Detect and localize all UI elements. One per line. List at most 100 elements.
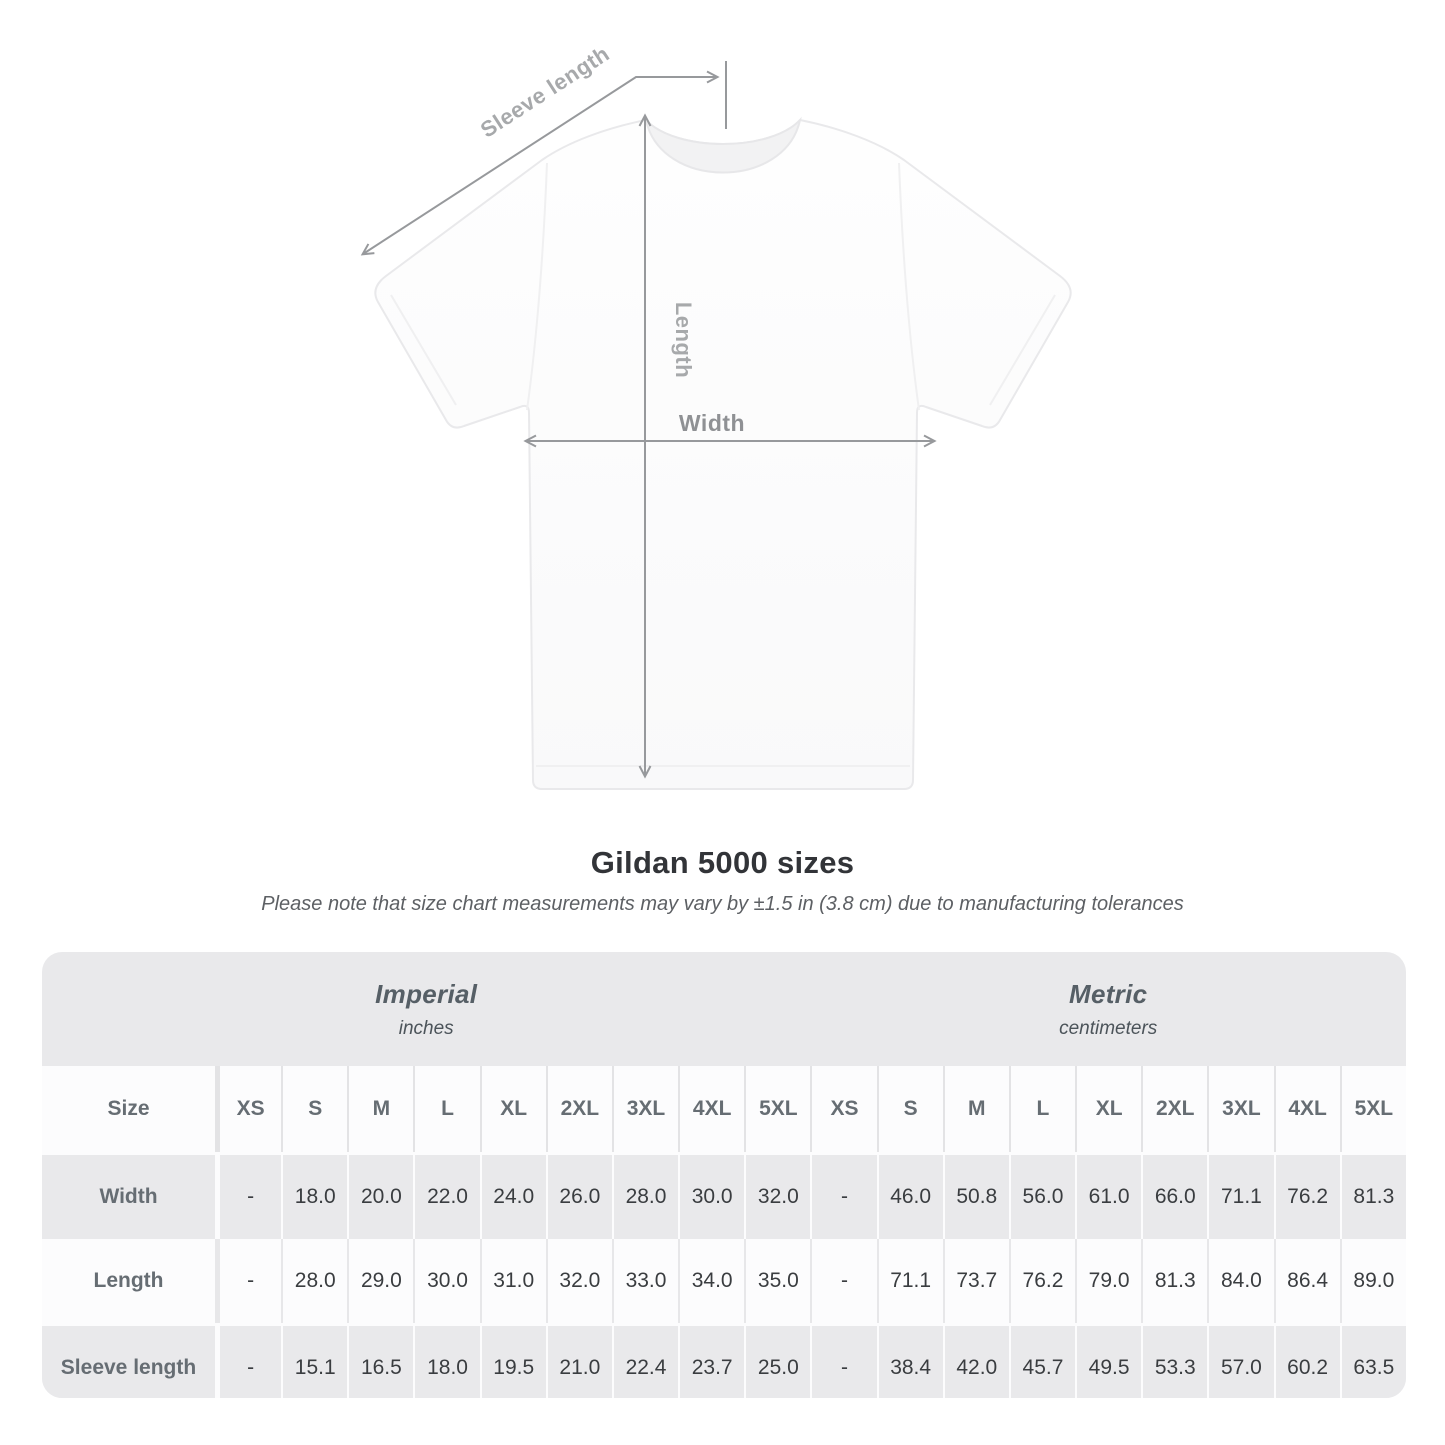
value-cell: 45.7 (1008, 1323, 1076, 1398)
size-cell: 5XL (744, 1066, 811, 1152)
value-cell: 34.0 (678, 1239, 745, 1323)
size-cell: XL (1075, 1066, 1142, 1152)
value-cell: 32.0 (545, 1239, 612, 1323)
value-cell: 20.0 (347, 1152, 414, 1239)
value-cell: 53.3 (1141, 1323, 1208, 1398)
metric-unit: centimeters (1059, 1017, 1158, 1039)
value-cell: - (810, 1152, 877, 1239)
size-cell: L (1008, 1066, 1076, 1152)
value-cell: 81.3 (1339, 1152, 1406, 1239)
value-cell: 26.0 (545, 1152, 612, 1239)
size-column-header: Size (42, 1066, 215, 1152)
size-cell: XS (810, 1066, 877, 1152)
sleeve-length-label: Sleeve length (476, 41, 614, 143)
value-cell: 19.5 (479, 1323, 546, 1398)
value-cell: 76.2 (1008, 1239, 1076, 1323)
imperial-header: Imperial inches (42, 952, 810, 1066)
value-cell: - (810, 1323, 877, 1398)
value-cell: 21.0 (545, 1323, 612, 1398)
row-label: Sleeve length (42, 1323, 215, 1398)
width-label: Width (679, 410, 745, 436)
row-label: Width (42, 1152, 215, 1239)
value-cell: 24.0 (479, 1152, 546, 1239)
value-cell: 84.0 (1207, 1239, 1274, 1323)
value-cell: - (215, 1152, 282, 1239)
row-label: Length (42, 1239, 215, 1323)
value-cell: 22.0 (413, 1152, 480, 1239)
value-cell: 49.5 (1075, 1323, 1142, 1398)
imperial-title: Imperial (375, 978, 478, 1009)
tshirt-image (374, 116, 1072, 790)
heading-block: Gildan 5000 sizes Please note that size … (0, 845, 1445, 916)
value-cell: 18.0 (413, 1323, 480, 1398)
value-cell: - (215, 1239, 282, 1323)
size-cell: XL (479, 1066, 546, 1152)
size-cell: 2XL (545, 1066, 612, 1152)
size-header-row: Size XS S M L XL 2XL 3XL 4XL 5XL XS S M … (42, 1066, 1406, 1152)
value-cell: 31.0 (479, 1239, 546, 1323)
tshirt-body (374, 119, 1072, 790)
sleeve-length-line (360, 70, 720, 256)
value-cell: 16.5 (347, 1323, 414, 1398)
size-cell: L (413, 1066, 480, 1152)
size-table: Imperial inches Metric centimeters Size … (42, 952, 1406, 1398)
table-row-width: Width - 18.0 20.0 22.0 24.0 26.0 28.0 30… (42, 1152, 1406, 1239)
value-cell: 60.2 (1273, 1323, 1340, 1398)
metric-title: Metric (1069, 978, 1148, 1009)
size-cell: S (281, 1066, 348, 1152)
measurement-lines (360, 61, 937, 779)
tshirt-seams (390, 162, 1056, 767)
value-cell: 22.4 (611, 1323, 679, 1398)
value-cell: 32.0 (744, 1152, 811, 1239)
metric-header: Metric centimeters (810, 952, 1406, 1066)
value-cell: 33.0 (611, 1239, 679, 1323)
size-cell: 4XL (678, 1066, 745, 1152)
page-title: Gildan 5000 sizes (590, 845, 855, 880)
value-cell: 38.4 (876, 1323, 943, 1398)
value-cell: 79.0 (1075, 1239, 1142, 1323)
value-cell: 46.0 (876, 1152, 943, 1239)
value-cell: 61.0 (1075, 1152, 1142, 1239)
table-row-sleeve-length: Sleeve length - 15.1 16.5 18.0 19.5 21.0… (42, 1323, 1406, 1398)
length-label: Length (671, 302, 696, 378)
value-cell: 25.0 (744, 1323, 811, 1398)
value-cell: 57.0 (1207, 1323, 1274, 1398)
value-cell: 71.1 (1207, 1152, 1274, 1239)
size-cell: XS (215, 1066, 282, 1152)
table-row-length: Length - 28.0 29.0 30.0 31.0 32.0 33.0 3… (42, 1239, 1406, 1323)
value-cell: 56.0 (1008, 1152, 1076, 1239)
value-cell: 66.0 (1141, 1152, 1208, 1239)
value-cell: 86.4 (1273, 1239, 1340, 1323)
size-cell: 4XL (1273, 1066, 1340, 1152)
size-cell: M (942, 1066, 1009, 1152)
value-cell: 42.0 (942, 1323, 1009, 1398)
value-cell: 18.0 (281, 1152, 348, 1239)
value-cell: 73.7 (942, 1239, 1009, 1323)
value-cell: 81.3 (1141, 1239, 1208, 1323)
value-cell: 89.0 (1339, 1239, 1406, 1323)
value-cell: 28.0 (281, 1239, 348, 1323)
size-table-grid: Imperial inches Metric centimeters Size … (42, 952, 1406, 1398)
size-cell: 2XL (1141, 1066, 1208, 1152)
size-cell: S (876, 1066, 943, 1152)
value-cell: 50.8 (942, 1152, 1009, 1239)
value-cell: 29.0 (347, 1239, 414, 1323)
value-cell: - (810, 1239, 877, 1323)
value-cell: 76.2 (1273, 1152, 1340, 1239)
value-cell: 30.0 (413, 1239, 480, 1323)
value-cell: 63.5 (1339, 1323, 1406, 1398)
value-cell: - (215, 1323, 282, 1398)
size-cell: M (347, 1066, 414, 1152)
size-cell: 3XL (611, 1066, 679, 1152)
size-cell: 3XL (1207, 1066, 1274, 1152)
value-cell: 15.1 (281, 1323, 348, 1398)
value-cell: 30.0 (678, 1152, 745, 1239)
tshirt-diagram: Sleeve length Length Width (360, 41, 1072, 790)
value-cell: 28.0 (611, 1152, 679, 1239)
size-cell: 5XL (1339, 1066, 1406, 1152)
imperial-unit: inches (398, 1017, 454, 1039)
unit-header-row: Imperial inches Metric centimeters (42, 952, 1406, 1066)
value-cell: 71.1 (876, 1239, 943, 1323)
value-cell: 23.7 (678, 1323, 745, 1398)
